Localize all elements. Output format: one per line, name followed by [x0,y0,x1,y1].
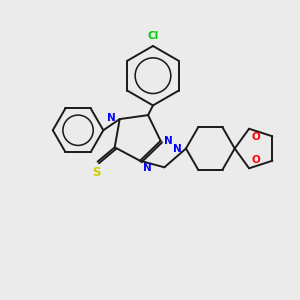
Text: N: N [173,143,182,154]
Text: N: N [143,163,152,173]
Text: O: O [251,155,260,165]
Text: S: S [92,166,100,179]
Text: Cl: Cl [147,31,159,40]
Text: N: N [107,112,116,123]
Text: O: O [251,132,260,142]
Text: N: N [164,136,173,146]
